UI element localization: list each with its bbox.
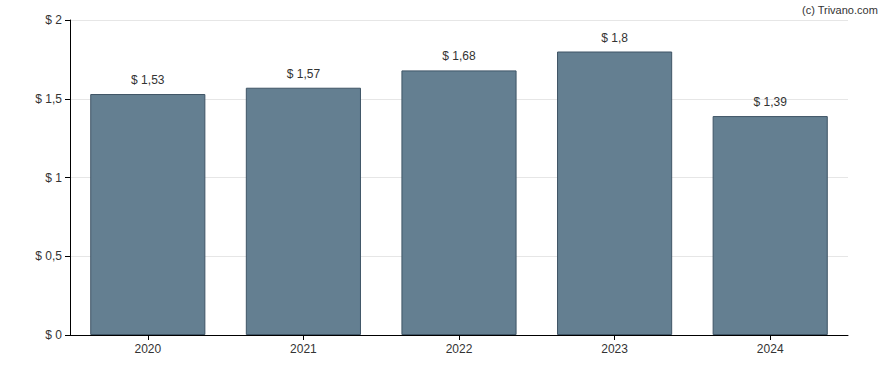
svg-text:$ 1,53: $ 1,53 <box>131 73 165 87</box>
svg-text:$ 1: $ 1 <box>45 171 62 185</box>
svg-text:2023: 2023 <box>601 342 628 356</box>
svg-text:2022: 2022 <box>446 342 473 356</box>
svg-text:(c) Trivano.com: (c) Trivano.com <box>802 4 878 16</box>
svg-text:$ 1,68: $ 1,68 <box>442 49 476 63</box>
svg-text:$ 1,5: $ 1,5 <box>35 92 62 106</box>
svg-text:$ 0: $ 0 <box>45 328 62 342</box>
svg-text:2020: 2020 <box>134 342 161 356</box>
svg-text:$ 0,5: $ 0,5 <box>35 249 62 263</box>
svg-text:2024: 2024 <box>757 342 784 356</box>
svg-text:$ 2: $ 2 <box>45 13 62 27</box>
svg-text:$ 1,39: $ 1,39 <box>754 95 788 109</box>
svg-text:$ 1,8: $ 1,8 <box>601 31 628 45</box>
svg-text:$ 1,57: $ 1,57 <box>287 67 321 81</box>
svg-text:2021: 2021 <box>290 342 317 356</box>
